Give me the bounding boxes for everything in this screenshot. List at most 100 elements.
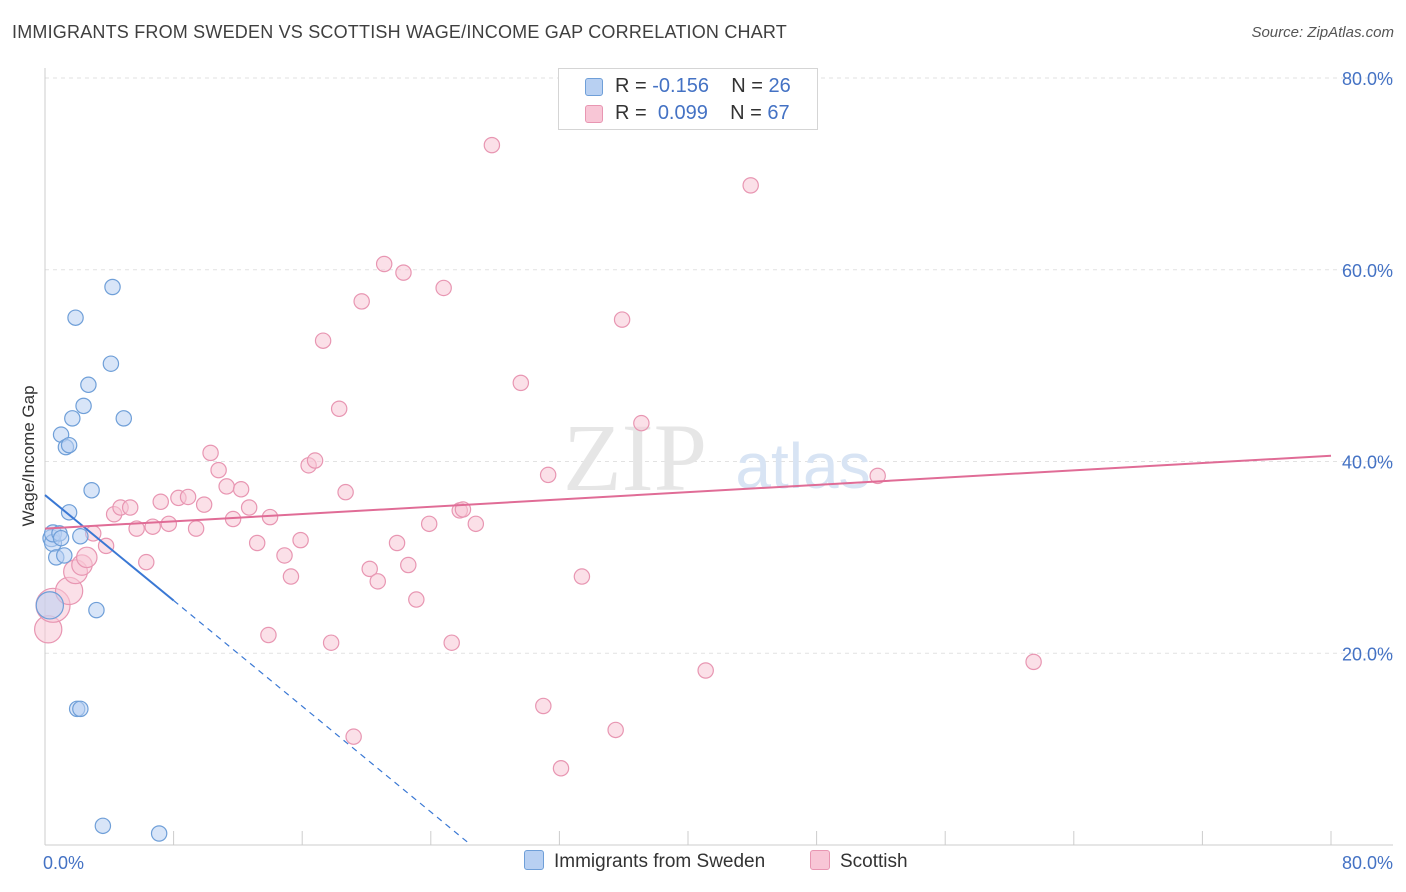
scottish-point: [292, 531, 309, 549]
axes-layer: 20.0% 40.0% 60.0% 80.0% 0.0% 80.0%: [43, 68, 1393, 873]
scottish-point: [121, 499, 139, 516]
r-value: 0.099: [657, 102, 708, 124]
grid-layer: [45, 77, 1393, 654]
scottish-point: [539, 466, 557, 484]
scottish-point: [187, 520, 205, 537]
scottish-point: [443, 634, 460, 651]
scottish-point: [179, 488, 197, 506]
scottish-point: [128, 520, 145, 537]
r-value: -0.156: [652, 75, 709, 97]
scottish-point: [369, 573, 387, 590]
legend-item-sweden[interactable]: Immigrants from Sweden: [524, 850, 765, 876]
scottish-point: [353, 293, 370, 310]
scottish-point: [282, 568, 300, 585]
scottish-points: [34, 136, 1042, 777]
r-label: R =: [615, 75, 647, 97]
legend-label-scottish: Scottish: [840, 851, 908, 872]
scottish-point: [573, 568, 591, 585]
sweden-point: [56, 547, 73, 564]
y-tick-label: 60.0%: [1342, 261, 1393, 281]
sweden-point: [88, 601, 105, 619]
scottish-point: [420, 515, 438, 533]
scottish-point: [607, 721, 624, 739]
scottish-point: [395, 264, 412, 281]
scottish-point: [160, 515, 178, 533]
scottish-point: [697, 662, 714, 679]
n-label: N =: [731, 75, 763, 97]
sweden-point: [72, 700, 89, 718]
sweden-point: [52, 529, 70, 547]
scottish-point: [240, 499, 258, 516]
scottish-point: [869, 467, 886, 485]
scottish-point: [202, 444, 219, 462]
scottish-point: [361, 560, 378, 578]
scottish-point: [195, 496, 213, 513]
sweden-points: [35, 278, 168, 842]
sweden-point: [67, 309, 84, 326]
sweden-point: [75, 397, 92, 415]
sweden-point: [83, 482, 100, 499]
scottish-point: [483, 136, 501, 154]
stats-legend: R = -0.156 N = 26 R = 0.099 N = 67: [558, 68, 818, 130]
chart-title: IMMIGRANTS FROM SWEDEN VS SCOTTISH WAGE/…: [12, 22, 787, 42]
scottish-point: [152, 493, 169, 511]
sweden-point: [72, 528, 89, 545]
sweden-trend-extension: [173, 600, 472, 846]
sweden-point: [60, 504, 78, 521]
scottish-point: [467, 515, 485, 533]
scottish-legend-swatch: [810, 850, 830, 870]
scottish-point: [218, 478, 235, 495]
sweden-legend-swatch: [524, 850, 544, 870]
y-tick-label: 80.0%: [1342, 69, 1393, 89]
n-value: 67: [767, 102, 790, 124]
n-value: 26: [768, 75, 791, 97]
watermark-atlas: atlas: [735, 430, 870, 502]
sweden-point: [60, 436, 78, 454]
scottish-trend-line: [44, 454, 1332, 530]
scottish-point: [322, 634, 340, 651]
scottish-point: [330, 400, 348, 418]
y-axis-label: Wage/Income Gap: [19, 385, 38, 526]
x-tick-label-max: 80.0%: [1342, 853, 1393, 873]
scottish-point: [260, 626, 277, 644]
sweden-swatch: [585, 78, 603, 96]
scottish-point: [375, 255, 393, 273]
sweden-point: [150, 825, 168, 842]
legend-item-scottish[interactable]: Scottish: [810, 850, 908, 876]
scottish-swatch: [585, 105, 603, 123]
scottish-point: [408, 591, 425, 608]
x-tick-label-min: 0.0%: [43, 853, 84, 873]
source-label: Source: ZipAtlas.com: [1251, 24, 1394, 41]
scottish-point: [306, 452, 324, 469]
sweden-point: [35, 591, 65, 620]
scottish-point: [512, 374, 530, 392]
scottish-point: [248, 534, 266, 552]
y-tick-label: 40.0%: [1342, 453, 1393, 473]
watermark: ZIP atlas: [563, 404, 871, 511]
scottish-point: [276, 547, 293, 564]
trend-layer: [44, 454, 1332, 846]
sweden-trend-line: [44, 494, 175, 602]
r-label: R =: [615, 102, 647, 124]
sweden-point: [115, 410, 133, 427]
scottish-point: [210, 461, 227, 479]
scottish-point: [535, 697, 552, 715]
scottish-point: [613, 311, 631, 328]
legend-label-sweden: Immigrants from Sweden: [554, 851, 766, 872]
scottish-point: [345, 728, 362, 745]
scottish-point: [633, 414, 650, 432]
scottish-point: [337, 483, 354, 501]
sweden-point: [102, 355, 120, 372]
y-tick-label: 20.0%: [1342, 644, 1393, 664]
scottish-point: [552, 760, 570, 777]
scottish-point: [435, 279, 452, 297]
scottish-point: [388, 534, 406, 552]
sweden-point: [94, 817, 112, 835]
scottish-point: [75, 546, 98, 569]
n-label: N =: [730, 102, 762, 124]
sweden-point: [64, 410, 81, 427]
scottish-point: [742, 177, 759, 194]
scottish-point: [400, 556, 417, 574]
sweden-point: [104, 278, 121, 296]
